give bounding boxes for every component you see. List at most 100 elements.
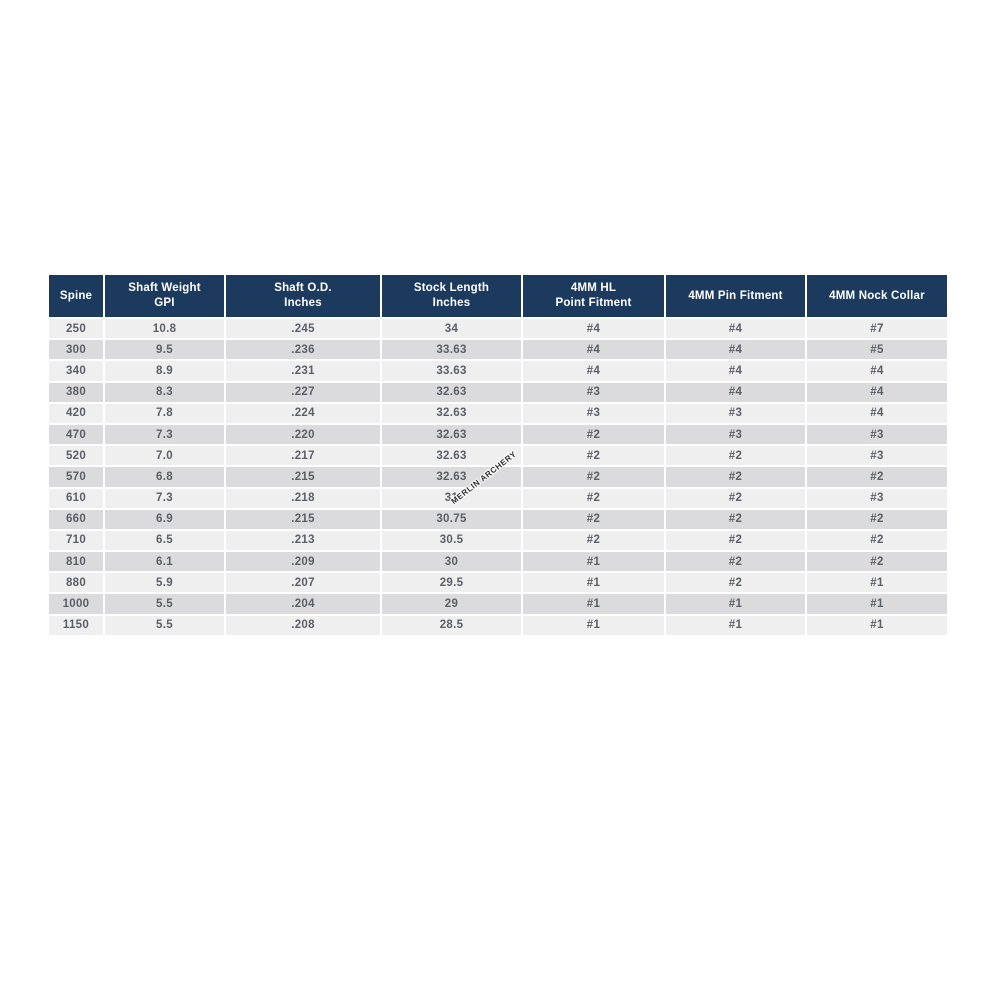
cell-spine: 810	[49, 552, 103, 572]
cell-shaft-od-inches: .215	[226, 467, 380, 487]
cell-shaft-od-inches: .209	[226, 552, 380, 572]
cell-shaft-weight-gpi: 6.8	[105, 467, 224, 487]
cell-4mm-pin-fitment: #4	[666, 319, 805, 339]
cell-4mm-hl-point-fitment: #3	[523, 403, 664, 423]
cell-spine: 470	[49, 424, 103, 445]
cell-shaft-od-inches: .231	[226, 361, 380, 381]
cell-spine: 610	[49, 488, 103, 508]
cell-stock-length-inches: 30.5	[382, 530, 521, 551]
cell-4mm-hl-point-fitment: #1	[523, 552, 664, 572]
cell-shaft-weight-gpi: 6.9	[105, 509, 224, 529]
cell-spine: 520	[49, 446, 103, 466]
cell-shaft-weight-gpi: 7.3	[105, 424, 224, 445]
cell-spine: 880	[49, 573, 103, 593]
table-row-spine-470: 470 7.3.220 32.63 #2 #3 #3	[49, 424, 947, 445]
cell-4mm-nock-collar: #7	[807, 319, 947, 339]
shaft-spec-table: Spine Shaft Weight GPI Shaft O.D. Inches Stoc…	[47, 273, 947, 637]
cell-spine: 710	[49, 530, 103, 551]
cell-4mm-hl-point-fitment: #2	[523, 530, 664, 551]
cell-shaft-weight-gpi: 7.0	[105, 446, 224, 466]
cell-stock-length-inches: 33.63	[382, 340, 521, 360]
cell-spine: 570	[49, 467, 103, 487]
cell-spine: 340	[49, 361, 103, 381]
cell-shaft-od-inches: .208	[226, 615, 380, 635]
cell-4mm-nock-collar: #4	[807, 361, 947, 381]
cell-4mm-pin-fitment: #4	[666, 361, 805, 381]
cell-stock-length-inches: 30	[382, 552, 521, 572]
cell-shaft-od-inches: .224	[226, 403, 380, 423]
cell-4mm-nock-collar: #1	[807, 594, 947, 614]
cell-4mm-pin-fitment: #1	[666, 615, 805, 635]
table-row-spine-570: 570 6.8.215 32.63 #2 #2 #2	[49, 467, 947, 487]
cell-shaft-od-inches: .204	[226, 594, 380, 614]
column-header-spine: Spine	[49, 275, 103, 317]
cell-4mm-nock-collar: #2	[807, 467, 947, 487]
cell-stock-length-inches: 32.63	[382, 446, 521, 466]
cell-4mm-pin-fitment: #4	[666, 340, 805, 360]
cell-stock-length-inches: 32.63	[382, 467, 521, 487]
cell-shaft-od-inches: .213	[226, 530, 380, 551]
cell-shaft-od-inches: .236	[226, 340, 380, 360]
cell-shaft-od-inches: .215	[226, 509, 380, 529]
cell-4mm-pin-fitment: #2	[666, 573, 805, 593]
cell-spine: 380	[49, 382, 103, 402]
spec-table: Spine Shaft Weight GPI Shaft O.D. Inches Stoc…	[47, 273, 949, 637]
cell-shaft-weight-gpi: 10.8	[105, 319, 224, 339]
cell-shaft-od-inches: .245	[226, 319, 380, 339]
cell-4mm-hl-point-fitment: #2	[523, 509, 664, 529]
cell-stock-length-inches: 32.63	[382, 424, 521, 445]
cell-stock-length-inches: 32.63	[382, 403, 521, 423]
cell-shaft-od-inches: .207	[226, 573, 380, 593]
cell-4mm-hl-point-fitment: #2	[523, 488, 664, 508]
cell-4mm-hl-point-fitment: #2	[523, 446, 664, 466]
cell-shaft-weight-gpi: 7.8	[105, 403, 224, 423]
column-header-shaft-od-inches: Shaft O.D. Inches	[226, 275, 380, 317]
cell-4mm-hl-point-fitment: #2	[523, 424, 664, 445]
table-row-spine-250: 250 10.8.245 34 #4 #4 #7	[49, 319, 947, 339]
table-row-spine-420: 420 7.8.224 32.63 #3 #3 #4	[49, 403, 947, 423]
cell-shaft-weight-gpi: 5.5	[105, 594, 224, 614]
cell-shaft-weight-gpi: 5.5	[105, 615, 224, 635]
cell-shaft-weight-gpi: 8.3	[105, 382, 224, 402]
cell-shaft-od-inches: .227	[226, 382, 380, 402]
cell-4mm-nock-collar: #5	[807, 340, 947, 360]
cell-spine: 250	[49, 319, 103, 339]
table-row-spine-520: 520 7.0.217 32.63 #2 #2 #3	[49, 446, 947, 466]
column-header-4mm-nock-collar: 4MM Nock Collar	[807, 275, 947, 317]
table-row-spine-810: 810 6.1.209 30 #1 #2 #2	[49, 552, 947, 572]
cell-spine: 660	[49, 509, 103, 529]
cell-shaft-weight-gpi: 5.9	[105, 573, 224, 593]
cell-stock-length-inches: 29	[382, 594, 521, 614]
cell-4mm-pin-fitment: #2	[666, 509, 805, 529]
cell-stock-length-inches: 32.63	[382, 382, 521, 402]
cell-shaft-weight-gpi: 8.9	[105, 361, 224, 381]
table-header: Spine Shaft Weight GPI Shaft O.D. Inches Stoc…	[49, 275, 947, 317]
cell-4mm-pin-fitment: #2	[666, 446, 805, 466]
cell-stock-length-inches: 34	[382, 319, 521, 339]
cell-4mm-pin-fitment: #4	[666, 382, 805, 402]
cell-shaft-weight-gpi: 9.5	[105, 340, 224, 360]
cell-4mm-hl-point-fitment: #3	[523, 382, 664, 402]
cell-4mm-nock-collar: #3	[807, 488, 947, 508]
cell-4mm-pin-fitment: #3	[666, 424, 805, 445]
cell-stock-length-inches: 30.75	[382, 509, 521, 529]
table-row-spine-710: 710 6.5.213 30.5 #2 #2 #2	[49, 530, 947, 551]
cell-spine: 1150	[49, 615, 103, 635]
table-row-spine-340: 340 8.9.231 33.63 #4 #4 #4	[49, 361, 947, 381]
cell-4mm-hl-point-fitment: #1	[523, 573, 664, 593]
cell-4mm-pin-fitment: #2	[666, 488, 805, 508]
cell-stock-length-inches: 31	[382, 488, 521, 508]
table-row-spine-1000: 1000 5.5.204 29 #1 #1 #1	[49, 594, 947, 614]
cell-stock-length-inches: 29.5	[382, 573, 521, 593]
cell-4mm-nock-collar: #2	[807, 530, 947, 551]
table-row-spine-1150: 1150 5.5.208 28.5 #1 #1 #1	[49, 615, 947, 635]
cell-4mm-pin-fitment: #3	[666, 403, 805, 423]
table-row-spine-660: 660 6.9.215 30.75 #2 #2 #2	[49, 509, 947, 529]
cell-4mm-nock-collar: #2	[807, 509, 947, 529]
table-row-spine-380: 380 8.3.227 32.63 #3 #4 #4	[49, 382, 947, 402]
cell-4mm-hl-point-fitment: #1	[523, 594, 664, 614]
cell-4mm-nock-collar: #1	[807, 573, 947, 593]
cell-4mm-hl-point-fitment: #4	[523, 319, 664, 339]
column-header-4mm-pin-fitment: 4MM Pin Fitment	[666, 275, 805, 317]
cell-spine: 1000	[49, 594, 103, 614]
